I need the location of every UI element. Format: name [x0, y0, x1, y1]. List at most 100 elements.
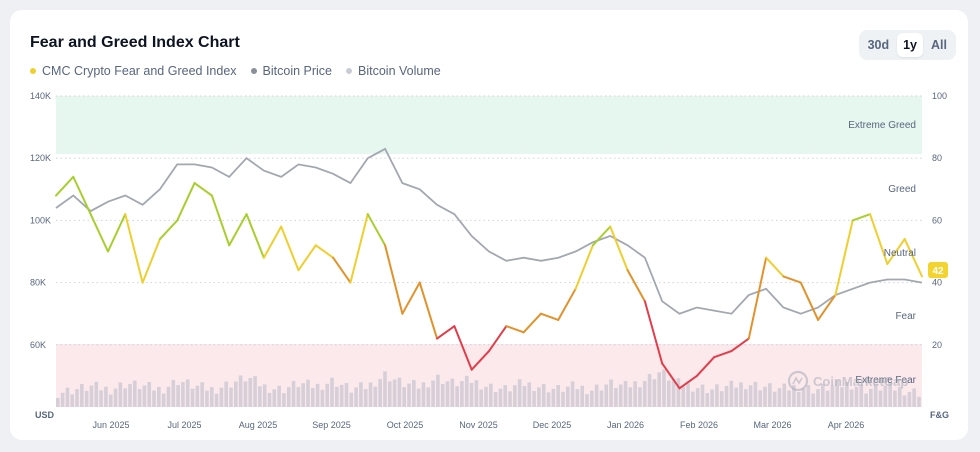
legend-label-fear-greed: CMC Crypto Fear and Greed Index — [42, 64, 237, 78]
volume-bar — [80, 383, 84, 407]
x-axis-tick: Jul 2025 — [167, 420, 201, 430]
volume-bar — [104, 386, 108, 407]
volume-bar — [652, 379, 657, 407]
fear-greed-segment — [488, 325, 508, 353]
volume-bar — [320, 389, 325, 407]
chart-legend: CMC Crypto Fear and Greed Index Bitcoin … — [30, 64, 441, 78]
volume-bar — [806, 384, 811, 407]
volume-bar — [359, 382, 363, 407]
volume-bar — [859, 384, 864, 407]
fear-greed-segment — [401, 281, 421, 315]
fear-greed-segment — [851, 213, 872, 222]
fear-greed-segment — [591, 225, 612, 247]
volume-bar — [195, 385, 200, 407]
legend-item-bitcoin-price[interactable]: Bitcoin Price — [250, 64, 333, 78]
volume-bar — [402, 387, 407, 407]
volume-bar — [647, 374, 652, 407]
x-axis-tick: Aug 2025 — [239, 420, 278, 430]
volume-bar — [137, 389, 142, 407]
legend-item-bitcoin-volume[interactable]: Bitcoin Volume — [346, 64, 441, 78]
fear-greed-segment — [297, 244, 317, 272]
extreme-greed-zone — [56, 96, 922, 154]
volume-bar — [532, 390, 536, 407]
volume-bar — [363, 389, 368, 407]
volume-bar — [691, 391, 695, 407]
legend-label-bitcoin-volume: Bitcoin Volume — [358, 64, 441, 78]
legend-item-fear-greed[interactable]: CMC Crypto Fear and Greed Index — [30, 64, 237, 78]
volume-bar — [493, 392, 498, 407]
volume-bar — [883, 385, 888, 407]
volume-bar — [56, 398, 60, 407]
volume-bar — [387, 381, 392, 407]
left-axis-unit: USD — [35, 410, 55, 420]
volume-bar — [758, 390, 763, 407]
volume-bar — [181, 382, 185, 407]
volume-bar — [484, 386, 488, 407]
range-30d-button[interactable]: 30d — [867, 38, 890, 52]
fear-greed-segment — [574, 244, 594, 290]
volume-bar — [301, 383, 305, 407]
fear-greed-segment — [470, 350, 490, 371]
volume-bar — [498, 388, 503, 407]
fear-greed-segment — [557, 287, 577, 321]
x-axis-tick: Jun 2025 — [92, 420, 129, 430]
volume-bar — [753, 381, 758, 407]
volume-bar — [152, 390, 156, 407]
volume-bar — [869, 388, 873, 407]
volume-bar — [330, 377, 334, 407]
volume-bar — [546, 392, 551, 407]
legend-dot-bitcoin-volume — [346, 68, 353, 74]
volume-bar — [811, 393, 815, 407]
fear-greed-segment — [228, 213, 248, 247]
volume-bar — [729, 380, 734, 407]
series-lines — [55, 147, 923, 390]
volume-bar — [667, 380, 671, 407]
fear-greed-segment — [730, 337, 750, 353]
fear-greed-segment — [262, 225, 283, 259]
volume-bar — [238, 375, 243, 407]
current-value-badge-bg — [928, 262, 948, 278]
volume-bar — [325, 383, 330, 407]
volume-bar — [373, 386, 378, 407]
fear-greed-segment — [539, 312, 560, 321]
volume-bar — [917, 396, 921, 407]
volume-bar — [541, 383, 546, 407]
volume-bar — [522, 386, 527, 407]
volume-bar — [580, 385, 585, 407]
volume-bar — [710, 389, 714, 407]
volume-bar — [618, 384, 623, 407]
volume-bar — [662, 369, 666, 407]
volume-bar — [224, 381, 228, 407]
range-1y-button[interactable]: 1y — [897, 33, 924, 57]
volume-bar — [171, 379, 176, 407]
volume-bar — [594, 384, 599, 407]
volume-bar — [378, 379, 382, 407]
volume-bar — [147, 382, 152, 407]
volume-bar — [113, 388, 118, 407]
volume-bar — [123, 388, 127, 407]
volume-bar — [464, 375, 469, 407]
range-all-button[interactable]: All — [931, 38, 947, 52]
volume-bar — [157, 386, 161, 407]
volume-bar — [190, 388, 195, 407]
fear-greed-segment — [245, 213, 265, 259]
volume-bar — [262, 384, 267, 407]
legend-label-bitcoin-price: Bitcoin Price — [262, 64, 333, 78]
fear-greed-segment — [332, 256, 352, 284]
volume-bar — [354, 387, 358, 407]
volume-bar — [787, 390, 791, 407]
volume-bar — [200, 382, 204, 407]
volume-bar — [508, 391, 512, 407]
volume-bar — [888, 382, 892, 407]
volume-bars — [56, 369, 921, 407]
volume-bar — [556, 385, 560, 407]
fear-greed-segment — [869, 213, 889, 265]
volume-bar — [854, 386, 859, 407]
volume-bar — [849, 389, 854, 407]
volume-bar — [426, 387, 431, 407]
volume-bar — [873, 383, 878, 407]
legend-dot-fear-greed — [30, 68, 36, 74]
volume-bar — [734, 387, 738, 407]
volume-bar — [296, 387, 301, 407]
